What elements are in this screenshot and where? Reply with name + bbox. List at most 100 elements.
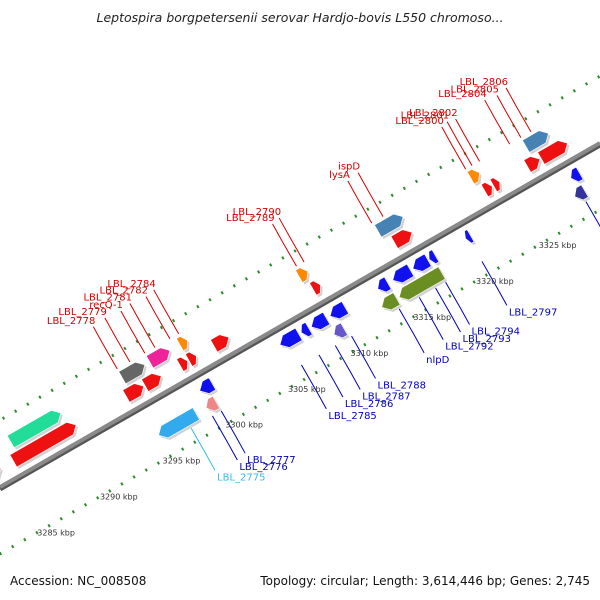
gene-label: LBL_2777 — [247, 455, 295, 466]
gene-label: LBL_2776 — [239, 462, 287, 473]
label-connector — [145, 296, 171, 340]
gene-feature — [141, 373, 162, 392]
gene-feature — [145, 347, 171, 369]
gene-label: LBL_2778 — [47, 316, 95, 327]
gene-feature — [309, 280, 321, 296]
gene-label: ispD — [338, 162, 360, 173]
gene-label: LBL_2782 — [100, 286, 148, 297]
label-connector — [418, 297, 444, 340]
label-connector — [347, 180, 373, 224]
gene-label: LBL_2789 — [226, 213, 274, 224]
gene-label: LBL_2784 — [107, 279, 155, 290]
label-connector — [441, 126, 467, 170]
axis-line — [0, 141, 600, 489]
gene-label: LBL_2781 — [83, 292, 131, 303]
gene-feature — [310, 311, 331, 330]
gene-features — [0, 130, 591, 480]
gene-feature — [176, 336, 188, 352]
gene-label: LBL_2785 — [328, 411, 376, 422]
gene-label: LBL_2779 — [58, 307, 106, 318]
gene-feature — [390, 229, 413, 249]
gene-label: LBL_2775 — [217, 472, 265, 483]
label-connector — [129, 303, 156, 348]
gene-feature — [489, 177, 501, 193]
kbp-tick-label: 3310 kbp — [351, 349, 389, 358]
kbp-tick-label: 3295 kbp — [163, 457, 201, 466]
gene-feature — [333, 322, 348, 339]
gene-label: LBL_2797 — [509, 307, 557, 318]
gene-label: LBL_2800 — [395, 116, 443, 127]
gene-label: LBL_2793 — [462, 334, 510, 345]
label-connector — [484, 99, 511, 145]
gene-label: recQ-1 — [89, 300, 123, 311]
label-connector — [505, 87, 532, 133]
gene-feature — [122, 383, 145, 403]
label-connector — [585, 201, 600, 228]
gene-label: LBL_2802 — [409, 108, 457, 119]
forward-tick-ring — [0, 74, 600, 422]
backbone-axis — [0, 141, 600, 492]
gene-feature — [570, 166, 584, 183]
gene-feature-shadow — [0, 469, 3, 480]
gene-feature — [412, 253, 432, 272]
gene-feature — [118, 361, 146, 385]
kbp-tick-label: 3315 kbp — [413, 313, 451, 322]
label-connector — [398, 308, 425, 354]
gene-label: LBL_2788 — [378, 380, 426, 391]
gene-feature — [466, 168, 480, 185]
gene-label: lysA — [329, 170, 350, 181]
gene-feature — [428, 249, 440, 265]
gene-feature — [521, 130, 549, 153]
gene-label: LBL_2787 — [362, 392, 410, 403]
label-connector — [211, 415, 238, 461]
gene-feature — [329, 301, 350, 320]
label-connector — [272, 223, 297, 267]
label-connector — [92, 326, 118, 370]
gene-feature — [9, 422, 77, 468]
gene-feature — [377, 276, 392, 293]
kbp-tick-label: 3300 kbp — [225, 421, 263, 430]
kbp-tick-label: 3285 kbp — [37, 529, 75, 538]
gene-label: LBL_2805 — [451, 84, 499, 95]
map-title: Leptospira borgpetersenii serovar Hardjo… — [96, 10, 504, 25]
genome-summary-text: Topology: circular; Length: 3,614,446 bp… — [260, 574, 590, 588]
gene-feature — [381, 292, 401, 311]
label-connector — [445, 281, 470, 325]
gene-feature — [205, 395, 221, 412]
gene-feature — [184, 351, 197, 367]
gene-feature — [158, 407, 201, 439]
label-connector — [104, 317, 131, 363]
gene-feature — [279, 327, 303, 348]
gene-feature — [537, 140, 568, 165]
label-connector — [120, 310, 146, 354]
label-connector — [357, 172, 384, 217]
label-connector — [300, 364, 327, 410]
label-connector — [496, 95, 522, 138]
gene-feature — [176, 356, 188, 372]
gene-label: LBL_2792 — [445, 342, 493, 353]
kbp-tick-labels: 3285 kbp 3290 kbp 3295 kbp 3300 kbp 3305 kbp… — [37, 241, 576, 538]
label-connector — [153, 289, 180, 335]
gene-feature — [6, 410, 62, 449]
label-connector — [334, 345, 361, 390]
gene-label: LBL_2806 — [460, 77, 508, 88]
label-connector — [455, 118, 480, 162]
label-connector — [318, 354, 344, 398]
gene-label: LBL_2801 — [401, 111, 449, 122]
label-connector — [278, 217, 305, 263]
label-connector — [446, 121, 473, 166]
gene-feature — [464, 229, 475, 244]
gene-label: nlpD — [426, 355, 449, 366]
kbp-tick-label: 3320 kbp — [476, 277, 514, 286]
gene-labels: LBL_2778LBL_2779recQ-1LBL_2781LBL_2782LB… — [47, 77, 600, 483]
reverse-tick-ring — [0, 208, 600, 556]
label-connector — [190, 427, 216, 471]
accession-text: Accession: NC_008508 — [10, 574, 147, 588]
gene-label: LBL_2794 — [472, 327, 520, 338]
gene-feature — [523, 156, 541, 173]
label-connector — [220, 410, 246, 454]
gene-feature — [295, 267, 309, 283]
gene-feature — [374, 213, 404, 238]
gene-feature — [210, 334, 230, 353]
